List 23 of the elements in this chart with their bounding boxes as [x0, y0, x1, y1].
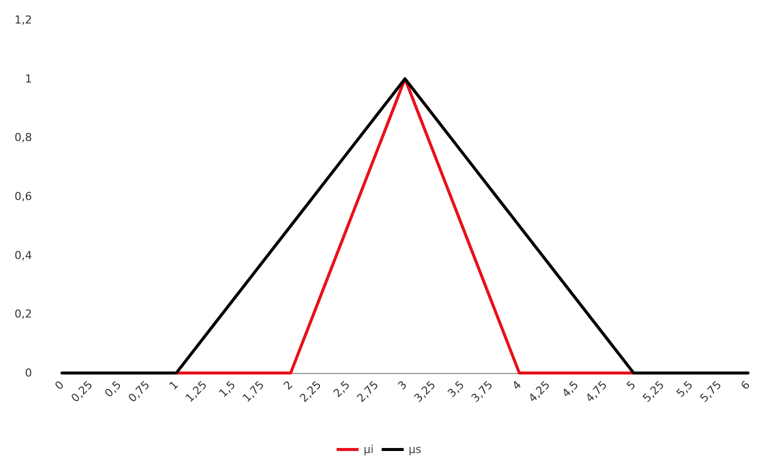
x-tick-label: 3 [395, 378, 410, 393]
x-tick-label: 1,5 [216, 378, 238, 400]
x-tick-label: 5 [624, 378, 638, 393]
x-tick-label: 2,5 [330, 378, 352, 400]
x-tick-label: 5,5 [674, 378, 696, 400]
x-tick-label: 4 [510, 378, 524, 393]
x-tick-label: 0 [52, 378, 67, 393]
y-tick-label: 1 [25, 72, 32, 86]
x-tick-label: 4,5 [560, 378, 582, 400]
y-tick-label: 1,2 [14, 14, 32, 26]
x-tick-label: 3,5 [445, 378, 467, 400]
x-tick-label: 6 [738, 378, 753, 393]
x-tick-label: 2 [281, 378, 296, 393]
y-tick-label: 0,2 [14, 308, 32, 321]
legend-label: µs [408, 443, 422, 456]
y-tick-label: 0,6 [14, 190, 32, 203]
x-tick-label: 0,5 [102, 378, 124, 400]
line-series [60, 77, 750, 374]
y-tick-label: 0,4 [14, 248, 32, 262]
x-tick-label: 1 [166, 378, 181, 393]
y-tick-label: 0,8 [14, 131, 32, 144]
legend-label: µi [364, 443, 374, 456]
y-tick-label: 0 [25, 366, 32, 380]
